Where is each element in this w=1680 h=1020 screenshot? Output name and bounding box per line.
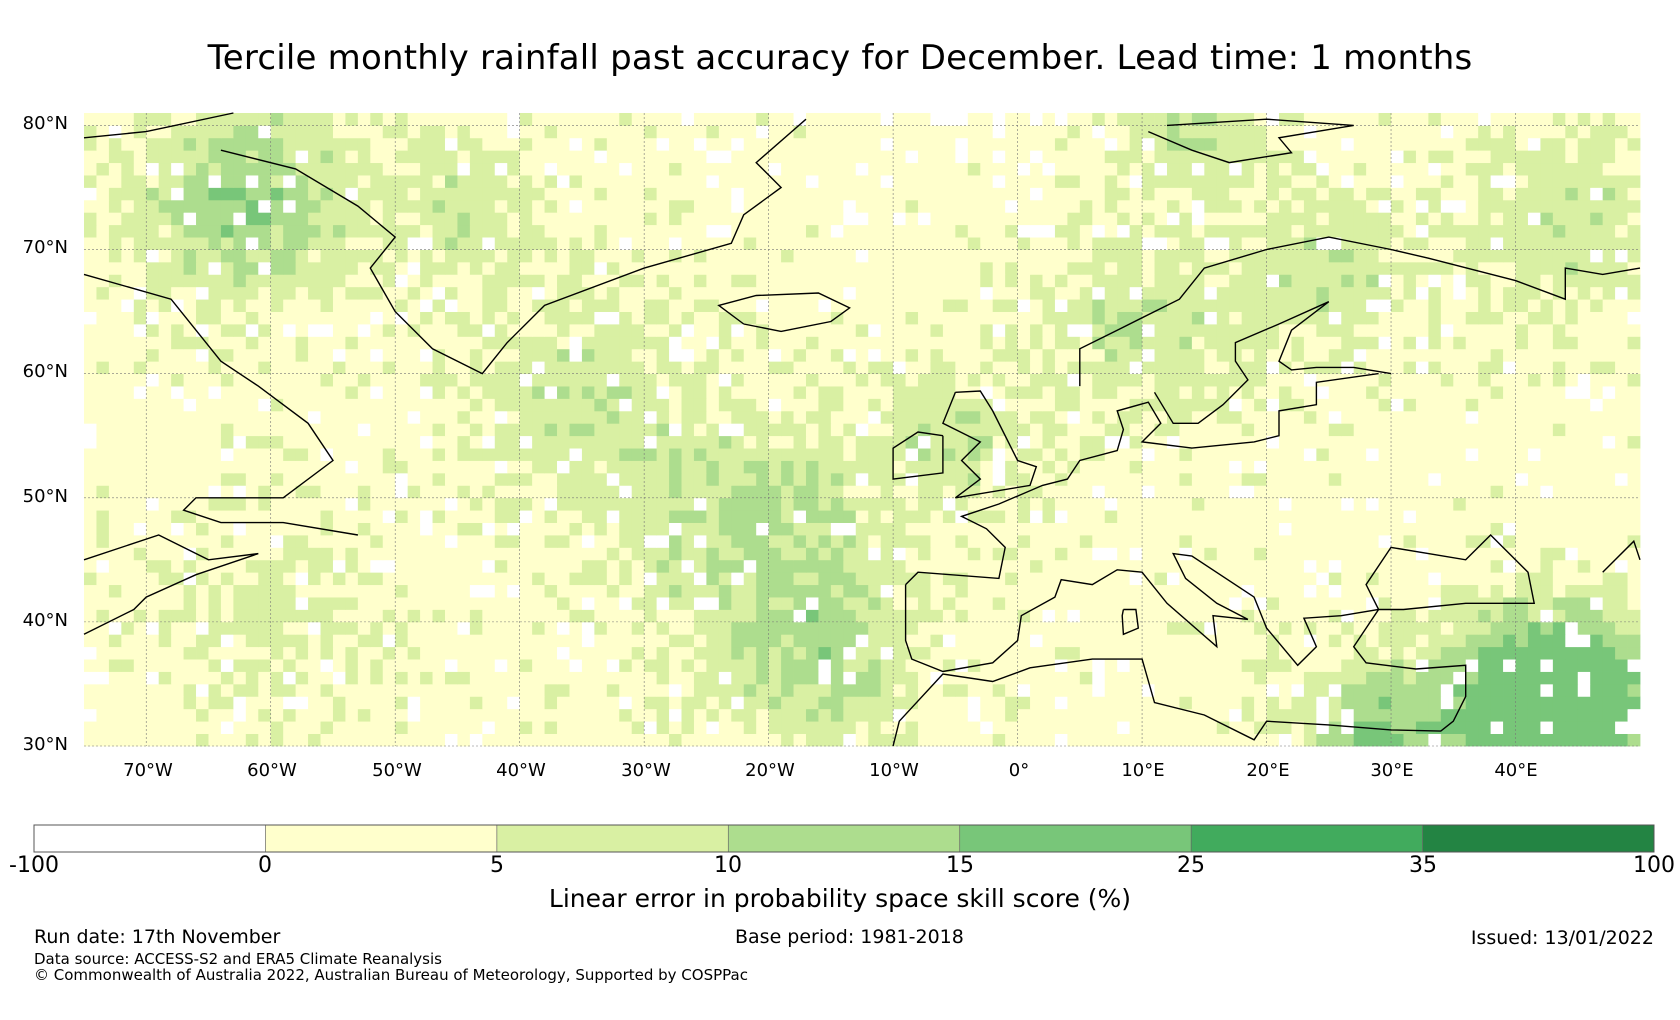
lat-label-60n: 60°N bbox=[22, 361, 68, 382]
colorbar-block-6 bbox=[1422, 825, 1655, 852]
colorbar-tick-0: 0 bbox=[258, 853, 272, 878]
colorbar-tick-25: 25 bbox=[1177, 853, 1205, 878]
coast-sardinia bbox=[1121, 608, 1140, 636]
coast-britain bbox=[942, 390, 1038, 499]
colorbar-tick-15: 15 bbox=[946, 853, 974, 878]
colorbar-tick-5: 5 bbox=[490, 853, 504, 878]
chart-title: Tercile monthly rainfall past accuracy f… bbox=[207, 38, 1473, 78]
lat-label-30n: 30°N bbox=[22, 734, 68, 755]
lat-label-70n: 70°N bbox=[22, 237, 68, 258]
lon-label-70w: 70°W bbox=[123, 760, 173, 781]
lon-label-40e: 40°E bbox=[1494, 760, 1538, 781]
colorbar-block-4 bbox=[959, 825, 1192, 852]
coast-labrador bbox=[83, 273, 359, 536]
lon-label-30e: 30°E bbox=[1370, 760, 1414, 781]
colorbar-block-3 bbox=[728, 825, 961, 852]
copyright: © Commonwealth of Australia 2022, Austra… bbox=[34, 966, 748, 984]
coast-west-europe bbox=[905, 372, 1379, 586]
lon-label-10w: 10°W bbox=[869, 760, 919, 781]
colorbar-block-2 bbox=[496, 825, 729, 852]
lon-label-10e: 10°E bbox=[1121, 760, 1165, 781]
skill-grid bbox=[84, 113, 1641, 747]
coast-nova-scotia bbox=[83, 534, 259, 635]
lat-label-80n: 80°N bbox=[22, 113, 68, 134]
colorbar-block-5 bbox=[1191, 825, 1424, 852]
coast-svalbard bbox=[1148, 118, 1354, 164]
coast-sweden bbox=[1153, 301, 1392, 424]
colorbar-block-0 bbox=[34, 825, 266, 852]
coastlines bbox=[83, 112, 1641, 747]
lon-label-60w: 60°W bbox=[247, 760, 297, 781]
colorbar-tick-35: 35 bbox=[1409, 853, 1437, 878]
lon-label-20w: 20°W bbox=[745, 760, 795, 781]
colorbar-outline bbox=[33, 824, 1655, 853]
issued-date: Issued: 13/01/2022 bbox=[1470, 927, 1654, 949]
colorbar-tick-minus100: -100 bbox=[9, 853, 59, 878]
coast-greenland bbox=[220, 118, 807, 375]
lon-label-30w: 30°W bbox=[621, 760, 671, 781]
lat-label-40n: 40°N bbox=[22, 610, 68, 631]
coast-iceland bbox=[717, 292, 851, 333]
coast-ireland bbox=[892, 431, 944, 480]
data-source: Data source: ACCESS-S2 and ERA5 Climate … bbox=[34, 950, 442, 968]
lon-label-0: 0° bbox=[1008, 760, 1030, 781]
run-date: Run date: 17th November bbox=[34, 926, 281, 948]
coast-europe bbox=[892, 534, 1536, 747]
colorbar-tick-100: 100 bbox=[1633, 853, 1675, 878]
base-period: Base period: 1981-2018 bbox=[735, 926, 964, 948]
colorbar-title: Linear error in probability space skill … bbox=[548, 884, 1132, 913]
colorbar-tick-10: 10 bbox=[714, 853, 742, 878]
graticule bbox=[84, 113, 1640, 747]
coast-scandinavia bbox=[1079, 236, 1641, 387]
lon-label-20e: 20°E bbox=[1246, 760, 1290, 781]
coast-baffin bbox=[83, 112, 234, 139]
coast-caspian bbox=[1602, 539, 1641, 573]
colorbar-block-1 bbox=[265, 825, 498, 852]
lon-label-40w: 40°W bbox=[496, 760, 546, 781]
lat-label-50n: 50°N bbox=[22, 486, 68, 507]
lon-label-50w: 50°W bbox=[372, 760, 422, 781]
